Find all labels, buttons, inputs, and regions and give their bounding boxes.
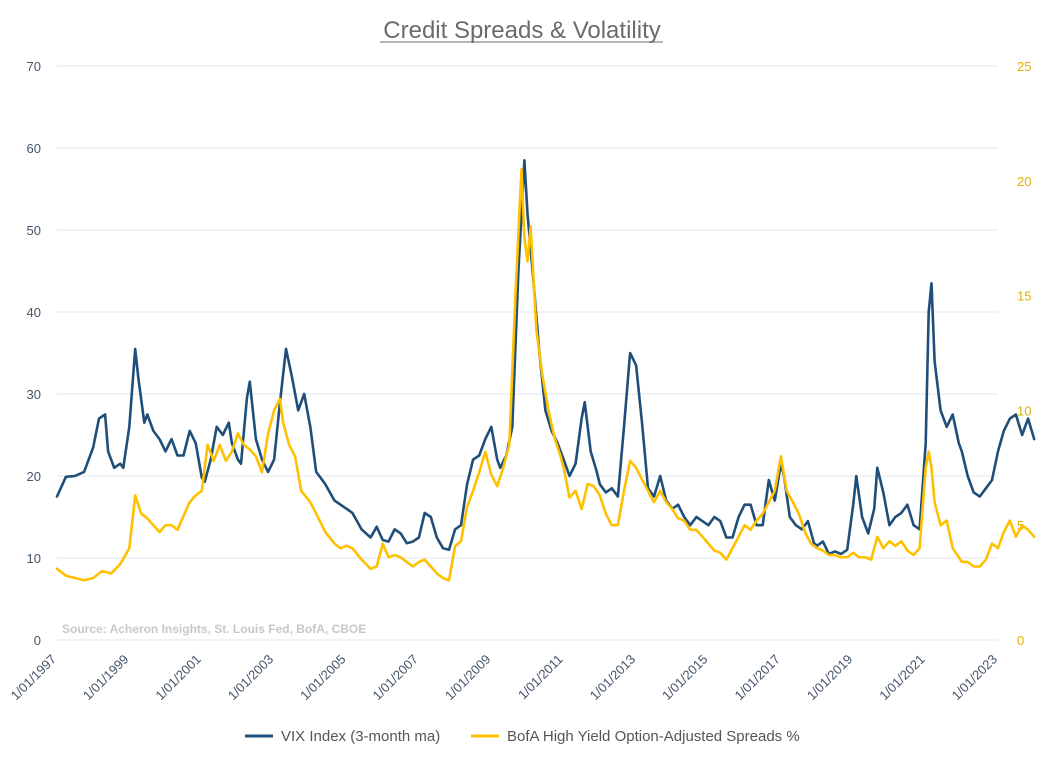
x-tick-label: 1/01/2017: [731, 652, 783, 704]
source-note: Source: Acheron Insights, St. Louis Fed,…: [62, 622, 366, 636]
x-tick-label: 1/01/2007: [370, 652, 422, 704]
left-tick-label: 20: [27, 469, 41, 484]
left-tick-label: 30: [27, 387, 41, 402]
legend-label-vix: VIX Index (3-month ma): [281, 728, 440, 745]
x-tick-label: 1/01/2015: [659, 652, 711, 704]
right-tick-label: 10: [1017, 403, 1031, 418]
series-line-vix: [55, 159, 1036, 556]
series-layer: [55, 159, 1036, 582]
left-tick-label: 10: [27, 551, 41, 566]
x-tick-label: 1/01/2005: [297, 652, 349, 704]
left-tick-label: 40: [27, 305, 41, 320]
x-tick-label: 1/01/2009: [442, 652, 494, 704]
left-axis: 0 10 20 30 40 50 60 70: [27, 59, 41, 648]
legend-label-hy-spreads: BofA High Yield Option-Adjusted Spreads …: [507, 728, 800, 745]
x-axis: 1/01/1997 1/01/1999 1/01/2001 1/01/2003 1/01…: [8, 652, 1001, 704]
x-tick-label: 1/01/1997: [8, 652, 60, 704]
left-tick-label: 70: [27, 59, 41, 74]
right-tick-label: 15: [1017, 289, 1031, 304]
grid-layer: [57, 65, 998, 641]
x-tick-label: 1/01/1999: [80, 652, 132, 704]
legend: VIX Index (3-month ma) BofA High Yield O…: [245, 728, 800, 745]
left-tick-label: 50: [27, 223, 41, 238]
x-tick-label: 1/01/2003: [225, 652, 277, 704]
right-tick-label: 25: [1017, 59, 1031, 74]
x-tick-label: 1/01/2001: [152, 652, 204, 704]
x-tick-label: 1/01/2013: [587, 652, 639, 704]
x-tick-label: 1/01/2011: [515, 652, 566, 703]
x-tick-label: 1/01/2021: [876, 652, 928, 704]
x-tick-label: 1/01/2019: [804, 652, 856, 704]
left-tick-label: 0: [34, 633, 41, 648]
chart-title: Credit Spreads & Volatility: [383, 17, 660, 44]
right-tick-label: 0: [1017, 633, 1024, 648]
x-tick-label: 1/01/2023: [949, 652, 1001, 704]
right-tick-label: 20: [1017, 174, 1031, 189]
series-line-hy-spreads: [55, 168, 1036, 582]
left-tick-label: 60: [27, 141, 41, 156]
